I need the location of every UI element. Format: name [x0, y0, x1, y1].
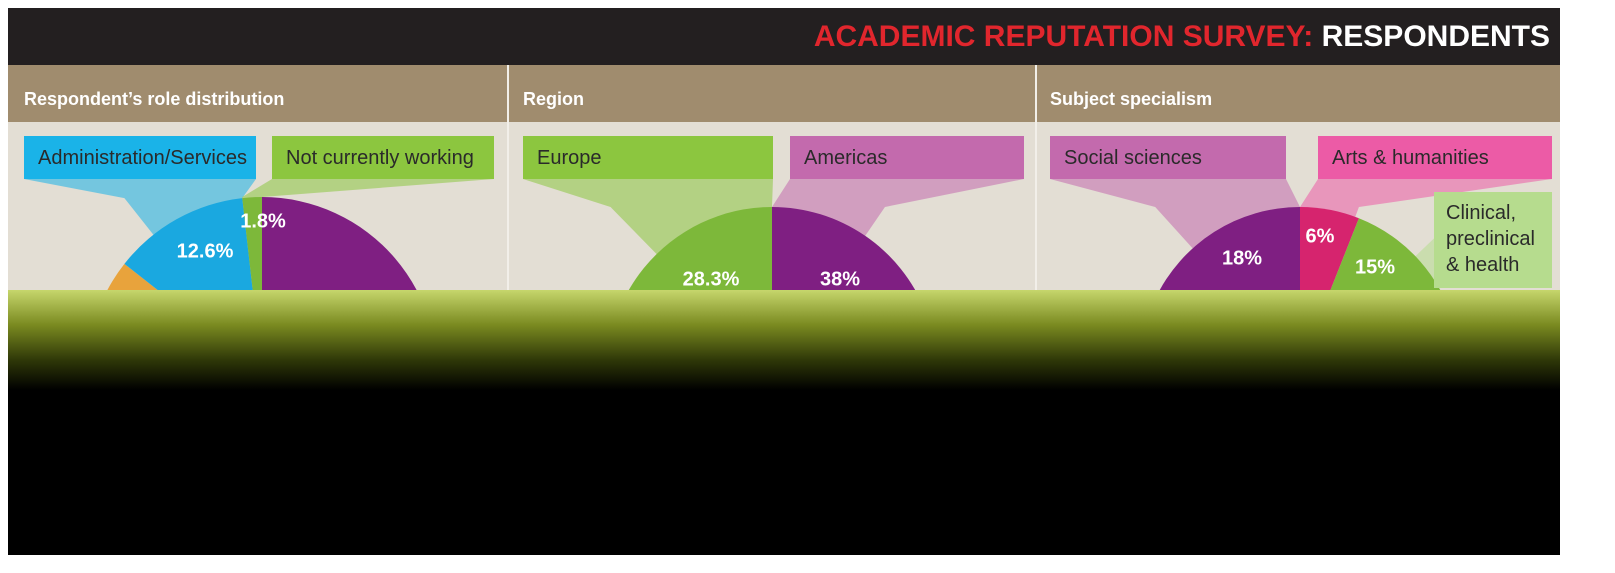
pie-slice	[1300, 207, 1359, 290]
legend-box	[1434, 192, 1552, 288]
legend-box	[790, 136, 1024, 179]
labels: Respondent’s role distribution Administra…	[24, 89, 1552, 290]
charts	[24, 179, 1552, 290]
legend-box	[1318, 136, 1552, 179]
slice-label: 38%	[820, 268, 860, 290]
legend-label: Administration/Services	[38, 147, 247, 169]
pie-slice	[242, 197, 262, 290]
pie-slice	[772, 207, 916, 290]
legend-label: Not currently working	[286, 147, 474, 169]
legend-box	[24, 136, 256, 179]
legend-label: Clinical, preclinical & health	[1446, 202, 1535, 276]
legend-label: Arts & humanities	[1332, 147, 1489, 169]
slice-label: 18%	[1222, 247, 1262, 269]
header-title: ACADEMIC REPUTATION SURVEY: RESPONDENTS	[814, 20, 1550, 53]
legend-label: Social sciences	[1064, 147, 1202, 169]
panel-title: Region	[523, 89, 584, 109]
pie-slice	[262, 197, 417, 290]
slice-label: 1.8%	[240, 210, 286, 232]
legend-label: Americas	[804, 147, 887, 169]
fade-overlay	[8, 290, 1560, 390]
pie-slice	[1330, 218, 1441, 290]
pie-slice	[124, 198, 253, 290]
header-bar	[8, 8, 1560, 65]
slice-label: 6%	[1306, 225, 1335, 247]
slice-label: 12.6%	[177, 240, 234, 262]
section-band	[8, 65, 1560, 122]
slice-label: 28.3%	[683, 268, 740, 290]
legend-label: Europe	[537, 147, 602, 169]
black-area	[8, 390, 1560, 555]
legend-label-wrap: Clinical, preclinical & health	[1446, 202, 1535, 276]
legend-box	[523, 136, 773, 179]
panel-title: Respondent’s role distribution	[24, 89, 284, 109]
legend-box	[1050, 136, 1286, 179]
legend-box	[272, 136, 494, 179]
slice-label: 15%	[1355, 256, 1395, 278]
panel-title: Subject specialism	[1050, 89, 1212, 109]
pie-slice	[107, 263, 158, 290]
pie-slice	[1159, 207, 1300, 290]
pie-slice	[628, 207, 772, 290]
legend-shade	[242, 179, 494, 290]
